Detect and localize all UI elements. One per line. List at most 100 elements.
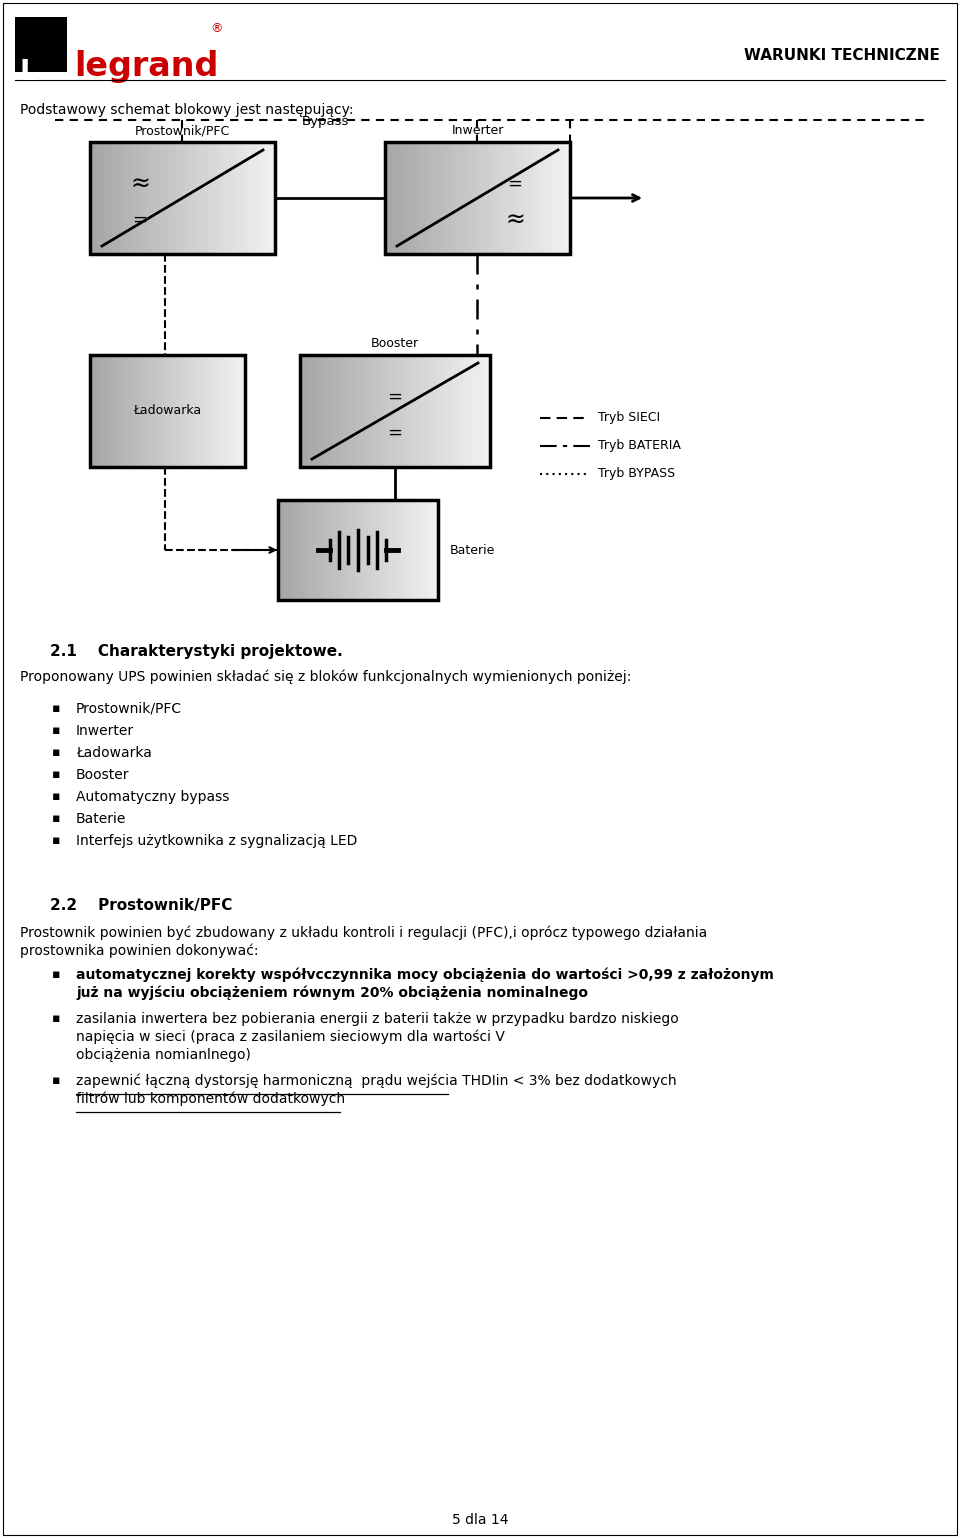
Bar — [444, 355, 448, 468]
Bar — [211, 355, 214, 468]
Text: ▪: ▪ — [52, 724, 60, 737]
Bar — [384, 355, 388, 468]
Bar — [171, 355, 174, 468]
Bar — [189, 355, 193, 468]
Bar — [90, 141, 275, 254]
Bar — [403, 141, 408, 254]
Bar — [503, 141, 508, 254]
Bar — [371, 500, 374, 600]
Bar — [468, 355, 471, 468]
Text: 5 dla 14: 5 dla 14 — [452, 1513, 508, 1527]
Bar — [319, 355, 324, 468]
Bar — [376, 355, 380, 468]
Bar — [112, 141, 116, 254]
Bar — [380, 355, 384, 468]
Bar — [422, 141, 426, 254]
Bar — [149, 355, 153, 468]
Bar — [455, 141, 460, 254]
Bar — [415, 141, 419, 254]
Bar — [196, 355, 199, 468]
Bar — [161, 355, 165, 468]
Text: ▪: ▪ — [52, 746, 60, 758]
Text: =: = — [388, 388, 402, 406]
Text: Baterie: Baterie — [76, 812, 127, 826]
Bar — [317, 500, 320, 600]
Bar — [459, 141, 463, 254]
Bar — [385, 141, 570, 254]
Bar — [313, 500, 317, 600]
Bar — [406, 355, 411, 468]
Bar — [96, 355, 100, 468]
Bar — [353, 355, 357, 468]
Bar — [310, 500, 314, 600]
Bar — [537, 141, 540, 254]
Bar — [394, 500, 396, 600]
Text: ®: ® — [210, 22, 223, 35]
Bar — [555, 141, 560, 254]
Bar — [204, 141, 209, 254]
Bar — [303, 355, 308, 468]
Text: ▪: ▪ — [52, 1074, 60, 1087]
Text: 2.2    Prostownik/PFC: 2.2 Prostownik/PFC — [50, 898, 232, 914]
Bar — [551, 141, 556, 254]
Bar — [120, 141, 124, 254]
Bar — [411, 141, 415, 254]
Bar — [448, 355, 452, 468]
Bar — [252, 141, 257, 254]
Text: automatycznej korekty współvcczynnika mocy obciążenia do wartości >0,99 z założo: automatycznej korekty współvcczynnika mo… — [76, 967, 774, 983]
Bar — [432, 500, 435, 600]
Bar — [300, 500, 304, 600]
Bar — [168, 141, 172, 254]
Bar — [124, 355, 128, 468]
Bar — [496, 141, 500, 254]
Bar — [526, 141, 530, 254]
Bar — [139, 355, 143, 468]
Bar — [149, 141, 154, 254]
Bar — [338, 355, 343, 468]
Bar — [448, 141, 452, 254]
Bar — [278, 500, 438, 600]
Bar — [323, 500, 326, 600]
Text: ▪: ▪ — [52, 834, 60, 847]
Bar — [332, 500, 336, 600]
Bar — [544, 141, 548, 254]
Text: ≈: ≈ — [505, 208, 525, 232]
Bar — [216, 141, 220, 254]
Text: 2.1    Charakterystyki projektowe.: 2.1 Charakterystyki projektowe. — [50, 644, 343, 658]
Bar — [179, 141, 183, 254]
Bar — [108, 355, 112, 468]
Bar — [281, 500, 285, 600]
Bar — [398, 355, 403, 468]
Bar — [156, 141, 160, 254]
Bar — [425, 500, 429, 600]
Text: ≈: ≈ — [131, 172, 150, 195]
Bar — [369, 355, 372, 468]
Bar — [298, 500, 300, 600]
Text: Proponowany UPS powinien składać się z bloków funkcjonalnych wymienionych poniże: Proponowany UPS powinien składać się z b… — [20, 671, 632, 684]
Bar — [548, 141, 552, 254]
Bar — [396, 141, 400, 254]
Bar — [183, 355, 186, 468]
Bar — [456, 355, 460, 468]
Bar — [300, 355, 490, 468]
Text: Prostownik/PFC: Prostownik/PFC — [134, 125, 230, 137]
Bar — [116, 141, 120, 254]
Bar — [481, 141, 486, 254]
Bar — [486, 355, 491, 468]
Bar — [284, 500, 288, 600]
Bar — [437, 355, 441, 468]
Bar — [392, 355, 396, 468]
Bar — [330, 355, 335, 468]
Bar — [346, 500, 348, 600]
Bar — [358, 500, 362, 600]
Text: Baterie: Baterie — [450, 543, 495, 557]
Bar — [522, 141, 526, 254]
Bar — [232, 355, 236, 468]
Bar — [428, 500, 432, 600]
Bar — [220, 355, 224, 468]
Bar — [336, 500, 339, 600]
Bar — [529, 141, 534, 254]
Bar — [199, 355, 203, 468]
Text: Tryb SIECI: Tryb SIECI — [598, 412, 660, 424]
Bar — [164, 355, 168, 468]
